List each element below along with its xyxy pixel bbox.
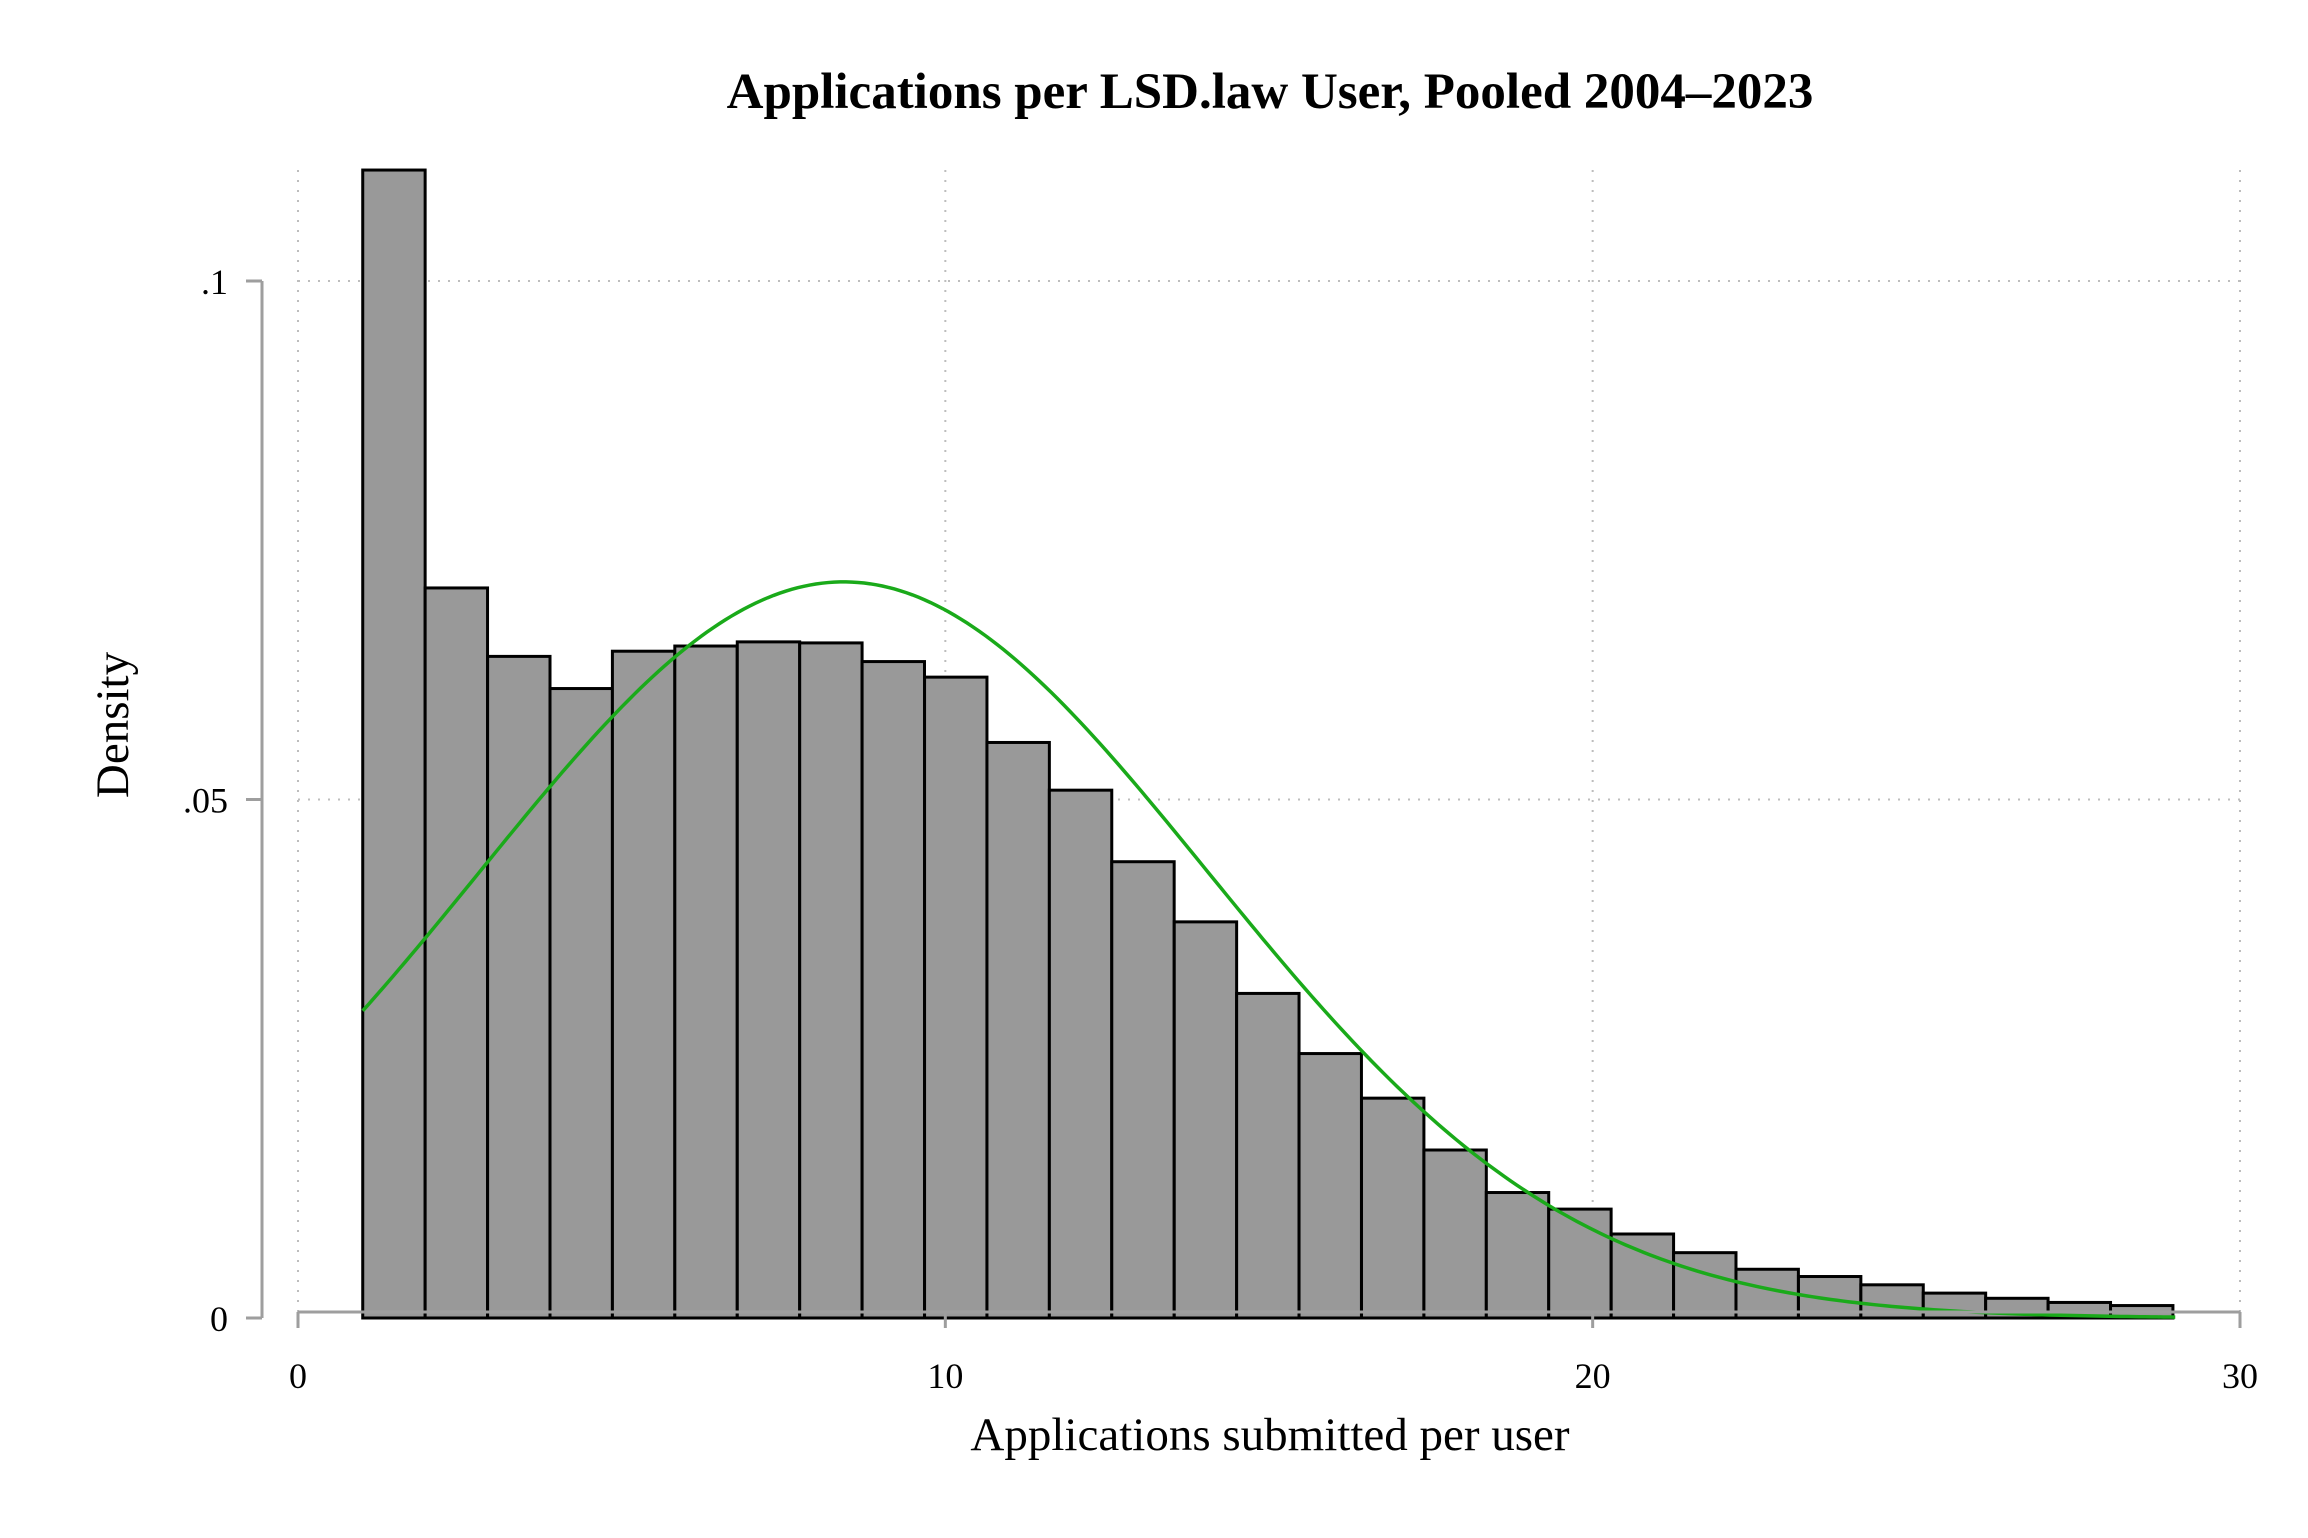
histogram-bar (1360, 1096, 1426, 1320)
histogram-bar (1110, 860, 1176, 1320)
histogram-bar (923, 675, 989, 1320)
histogram-bar (1047, 788, 1114, 1320)
x-tick-label: 30 (2222, 1356, 2258, 1396)
chart-title: Applications per LSD.law User, Pooled 20… (727, 64, 1814, 120)
y-axis-label: Density (87, 651, 139, 798)
histogram-bar (1422, 1148, 1488, 1320)
x-tick-label: 10 (927, 1356, 963, 1396)
x-axis-label: Applications submitted per user (970, 1409, 1569, 1461)
histogram-bar (1672, 1251, 1738, 1320)
y-tick-label: .1 (201, 262, 228, 302)
histogram-bar (548, 687, 614, 1320)
histogram-bar (985, 740, 1051, 1320)
histogram-bar (1297, 1052, 1363, 1320)
histogram-bar (673, 644, 739, 1320)
y-axis-ticks: 0 .05 .1 (183, 262, 262, 1339)
y-tick-label: .05 (183, 781, 228, 821)
y-tick-label: 0 (210, 1299, 228, 1339)
histogram-bars (361, 168, 2175, 1320)
histogram-bar (361, 168, 427, 1320)
normal-curve-layer (361, 580, 2176, 1319)
histogram-bar (798, 641, 864, 1320)
x-axis-ticks: 0 10 20 30 (289, 1312, 2258, 1396)
grid-lines (297, 170, 2241, 1318)
normal-density-curve (361, 580, 2176, 1319)
histogram-bar (610, 649, 677, 1320)
histogram-bar (1235, 991, 1301, 1320)
x-tick-label: 20 (1575, 1356, 1611, 1396)
histogram-bar (1921, 1291, 1988, 1320)
histogram-bar (735, 640, 802, 1320)
histogram-bar (423, 586, 490, 1320)
histogram-bar (486, 654, 552, 1320)
histogram-bar (1547, 1207, 1613, 1320)
histogram-bar (860, 660, 926, 1320)
x-tick-label: 0 (289, 1356, 307, 1396)
histogram-bar (1609, 1232, 1676, 1320)
histogram-bar (1172, 920, 1239, 1320)
histogram-bar (1484, 1191, 1551, 1320)
